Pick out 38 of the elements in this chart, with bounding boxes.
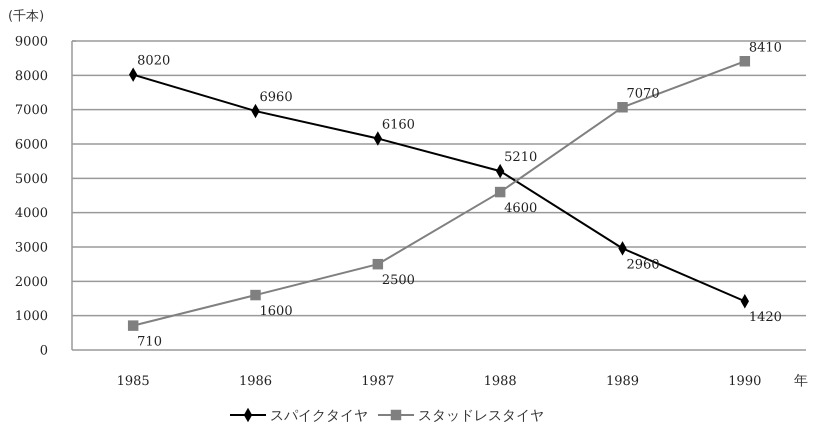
data-label: 1420: [748, 310, 782, 326]
data-label: 2500: [382, 273, 415, 288]
x-tick-label: 1985: [116, 374, 150, 389]
data-label: 6160: [382, 118, 415, 133]
legend-label: スパイクタイヤ: [270, 408, 368, 424]
y-axis-title: (千本): [8, 9, 44, 24]
y-tick-label: 6000: [14, 138, 48, 153]
data-label: 5210: [504, 150, 538, 166]
x-tick-label: 1989: [606, 374, 640, 389]
data-label: 6960: [260, 90, 293, 106]
y-tick-label: 0: [40, 344, 48, 359]
x-tick-label: 1987: [361, 374, 394, 389]
y-tick-label: 4000: [14, 206, 48, 222]
point: [372, 258, 384, 270]
data-label: 8020: [137, 54, 170, 69]
data-label: 2960: [626, 257, 660, 272]
data-label: 4600: [504, 201, 538, 216]
y-tick-label: 7000: [14, 103, 48, 118]
y-tick-label: 8000: [14, 68, 48, 84]
x-tick-label: 1990: [728, 374, 762, 389]
data-label: 710: [137, 334, 162, 350]
y-tick-label: 9000: [14, 34, 48, 50]
x-axis-title: 年: [794, 373, 808, 389]
point: [494, 186, 506, 198]
data-label: 7070: [626, 86, 660, 102]
y-tick-label: 5000: [14, 172, 48, 187]
x-tick-label: 1986: [238, 374, 272, 389]
data-label: 1600: [260, 304, 293, 320]
legend-label: スタッドレスタイヤ: [418, 408, 544, 424]
y-tick-label: 1000: [14, 309, 48, 324]
y-tick-label: 3000: [14, 240, 48, 256]
point: [128, 320, 138, 331]
y-tick-label: 2000: [14, 274, 48, 290]
x-tick-label: 1988: [484, 374, 517, 389]
data-label: 8410: [748, 40, 782, 56]
point: [617, 102, 628, 113]
point: [250, 290, 261, 300]
point: [740, 56, 750, 66]
